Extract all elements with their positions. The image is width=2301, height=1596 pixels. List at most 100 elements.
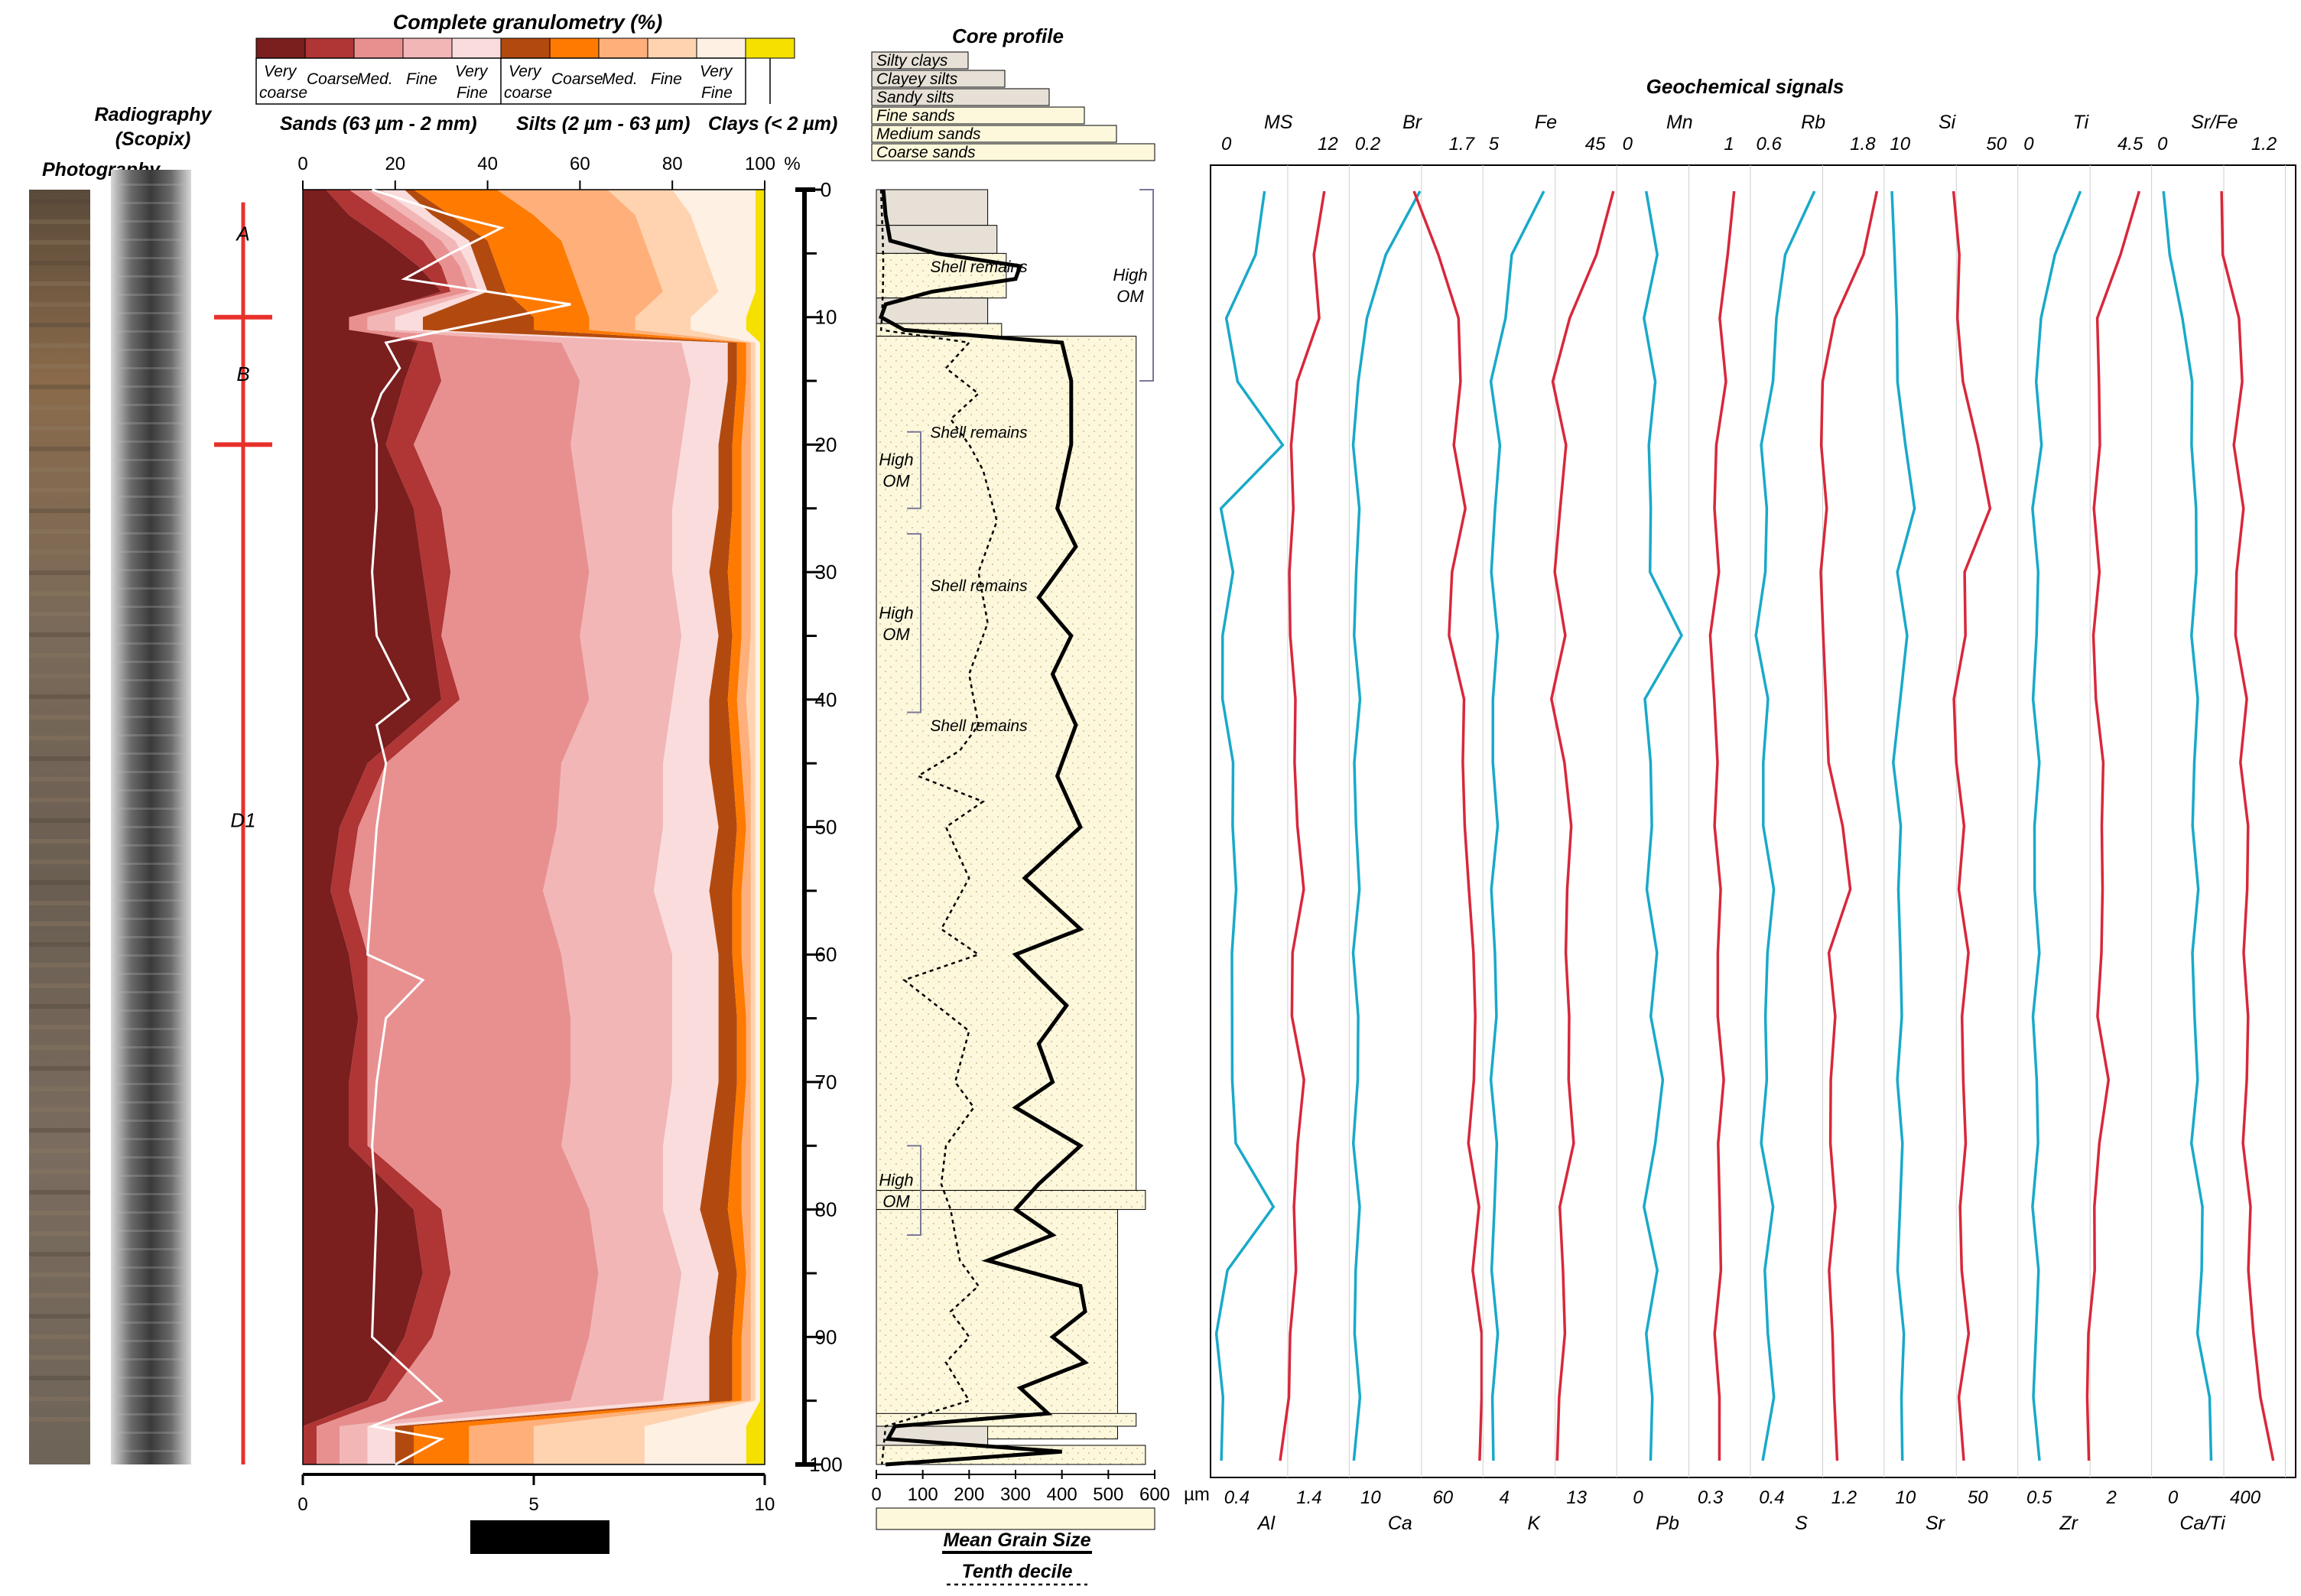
radiography-band [115,1432,187,1434]
legend-swatch-6 [549,37,600,59]
granulometry-x-tick-label: 60 [570,154,590,174]
grain-tick-label: 500 [1093,1484,1123,1505]
legend-veryfine-label: Fine [457,84,488,102]
radiography-band [115,679,187,681]
photo-band [29,385,90,389]
photo-band [29,1087,90,1091]
photo-band [29,1149,90,1153]
bottom-axis-tick: 0.5 [2026,1487,2052,1508]
sorting-label-box [470,1520,609,1554]
photo-band [29,1334,90,1339]
granulometry-frame [302,189,765,1465]
granulometry-layer-5 [395,190,737,1464]
radiography-band [115,1009,187,1012]
legend-swatch-5 [500,37,551,59]
photo-band [29,1128,90,1133]
bottom-axis-tick: 2 [2105,1487,2116,1508]
high-om-label: High [879,450,913,470]
depth-tick-label: 0 [821,178,831,201]
radiography-band [115,1211,187,1214]
top-axis-tick: 0.2 [1355,134,1380,154]
geochem-line-pb [1708,190,1736,1461]
radiography-band [115,1101,187,1104]
bottom-axis-tick: 0.4 [1224,1487,1250,1508]
legend-veryfine-label: Fine [701,84,733,102]
granulometry-x-tick-label: 100 [745,154,775,174]
granulometry-x-tick-label: 0 [297,154,307,174]
core-legend-label: Coarse sands [876,144,976,161]
photo-band [29,715,90,720]
photo-band [29,1169,90,1174]
bottom-axis-tick: 0 [1633,1487,1643,1508]
top-axis-name: Sr/Fe [2191,112,2238,133]
clays-label: Clays (< 2 µm) [708,113,837,135]
tenth-decile-line [879,189,999,1465]
core-legend-box [871,70,1006,88]
radiography-band [115,257,187,259]
top-axis-tick: 1.2 [2251,134,2277,154]
depth-tick-label: 90 [815,1325,837,1348]
photo-band [29,591,90,596]
geochem-frame [1210,164,2296,1478]
granulometry-x-tick-label: 80 [662,154,683,174]
geochem-line-ms [1214,190,1285,1461]
geochem-line-fe [1489,190,1545,1461]
legend-swatch-4 [451,37,502,59]
photo-band [29,1045,90,1050]
legend-swatch-2 [353,37,404,59]
photo-band [29,942,90,947]
radiography-band [115,771,187,773]
radiography-band [115,569,187,571]
geochem-line-ca [1412,190,1484,1461]
radiography-band [115,220,187,223]
geochem-line-br [1351,190,1422,1461]
photo-band [29,839,90,844]
photo-band [29,1273,90,1277]
radiography-band [115,1285,187,1287]
geochem-line-k [1550,190,1615,1461]
high-om-label-2: OM [882,625,910,644]
top-axis-tick: 50 [1986,134,2007,154]
photo-band [29,1396,90,1401]
bottom-axis-tick: 13 [1566,1487,1587,1508]
radiography-band [115,422,187,424]
radiography-band [115,661,187,663]
grain-tick-label: 200 [954,1484,984,1505]
radiography-band [115,404,187,406]
high-om-label-2: OM [1116,287,1144,306]
radiography-band [115,1266,187,1269]
geochem-line-s [1819,190,1879,1461]
bottom-axis-tick: 10 [1360,1487,1381,1508]
radiography-band [115,532,187,535]
shell-remains-label: Shell remains [930,577,1028,595]
radiography-band [115,973,187,975]
photo-band [29,426,90,431]
core-legend-label: Clayey silts [876,70,958,88]
photo-band [29,1190,90,1195]
unit-label: D1 [230,809,255,832]
depth-tick-label: 60 [815,943,837,966]
granulometry-percent-label: % [784,154,800,174]
lithology-block [876,1209,1118,1440]
radiography-band [115,1358,187,1360]
photo-band [29,488,90,492]
photo-band [29,1107,90,1112]
legend-very-label: Very [264,63,297,80]
photo-band [29,550,90,554]
top-axis-name: Ti [2073,112,2090,133]
granulometry-layer-3 [340,190,691,1464]
depth-tick-label: 10 [815,306,837,329]
high-om-label: High [879,1171,913,1190]
grain-tick-label: 300 [1000,1484,1031,1505]
radiography-band [115,789,187,791]
photo-band [29,240,90,245]
photo-band [29,261,90,265]
top-axis-name: Si [1939,112,1957,133]
depth-tick-label: 50 [815,816,837,839]
bottom-axis-name: Al [1256,1513,1276,1534]
photo-band [29,1252,90,1256]
granulometry-layer-4 [367,190,728,1464]
photo-band [29,1314,90,1318]
bottom-axis-name: Sr [1926,1513,1946,1534]
radiography-band [115,1230,187,1232]
